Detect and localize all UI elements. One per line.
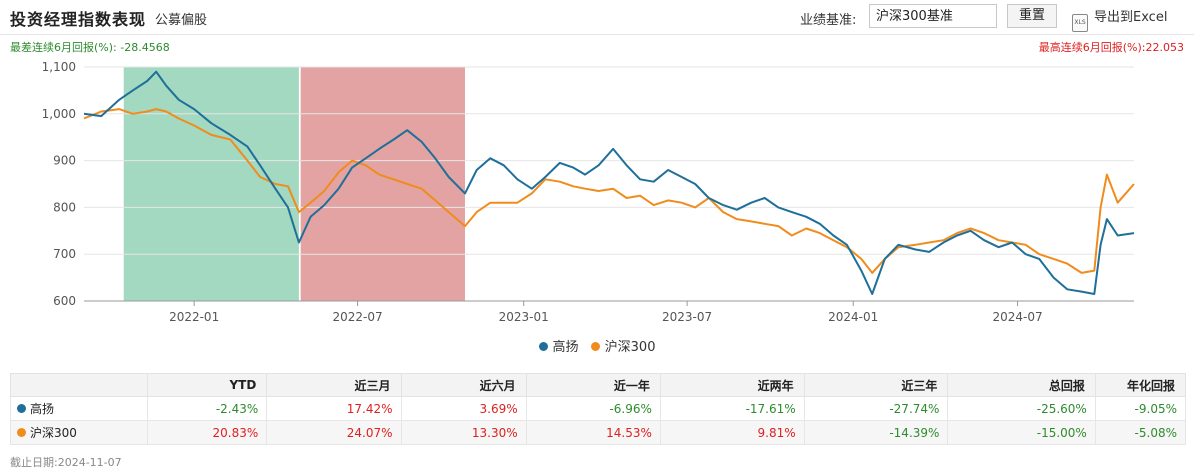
x-tick-label: 2022-01 bbox=[169, 310, 219, 324]
chart-legend: 高扬 沪深300 bbox=[0, 336, 1194, 355]
table-header-row: YTD 近三月 近六月 近一年 近两年 近三年 总回报 年化回报 bbox=[10, 373, 1187, 397]
header-2y: 近两年 bbox=[659, 373, 805, 397]
table-row: 沪深300 20.83% 24.07% 13.30% 14.53% 9.81% -14.39… bbox=[10, 420, 1187, 445]
table-cell: -5.08% bbox=[1094, 420, 1187, 445]
row-name: 高扬 bbox=[10, 396, 148, 421]
table-row: 高扬 -2.43% 17.42% 3.69% -6.96% -17.61% -27.74% -… bbox=[10, 396, 1187, 421]
table-cell: 17.42% bbox=[266, 396, 402, 421]
table-cell: 13.30% bbox=[400, 420, 527, 445]
series-line-benchmark bbox=[83, 108, 1135, 274]
table-cell: -6.96% bbox=[525, 396, 661, 421]
worst-6m-value: -28.4568 bbox=[120, 41, 170, 54]
series-line-manager bbox=[83, 70, 1135, 295]
chart-svg: 600 700 800 900 1,000 1,100 2022-01 2022-07 2023… bbox=[42, 60, 1135, 324]
x-tick-label: 2022-07 bbox=[332, 310, 382, 324]
best-6m-value: 22.053 bbox=[1145, 41, 1185, 54]
worst-6m-label: 最差连续6月回报(%): bbox=[10, 41, 117, 54]
table-cell: -14.39% bbox=[803, 420, 949, 445]
best-6m-label: 最高连续6月回报(%): bbox=[1038, 41, 1146, 54]
performance-table: YTD 近三月 近六月 近一年 近两年 近三年 总回报 年化回报 高扬 -2.43… bbox=[10, 373, 1187, 445]
page-title: 投资经理指数表现 bbox=[10, 10, 147, 29]
best-6m-return: 最高连续6月回报(%):22.053 bbox=[1039, 39, 1184, 55]
legend-item-benchmark[interactable]: 沪深300 bbox=[590, 336, 656, 355]
legend-label-benchmark: 沪深300 bbox=[604, 340, 656, 355]
header-1y: 近一年 bbox=[525, 373, 661, 397]
performance-chart: 600 700 800 900 1,000 1,100 2022-01 2022-07 2023… bbox=[0, 55, 1194, 325]
legend-label-manager: 高扬 bbox=[552, 340, 579, 355]
reset-button[interactable]: 重置 bbox=[1007, 4, 1057, 28]
row-name: 沪深300 bbox=[10, 420, 148, 445]
series-name: 沪深300 bbox=[30, 426, 77, 440]
table-cell: -2.43% bbox=[146, 396, 268, 421]
y-tick-label: 1,100 bbox=[42, 60, 76, 74]
table-cell: -15.00% bbox=[947, 420, 1096, 445]
export-label: 导出到Excel bbox=[1094, 10, 1168, 25]
fund-category: 公募偏股 bbox=[155, 13, 208, 28]
table-cell: 20.83% bbox=[146, 420, 268, 445]
as-of-date-label: 截止日期: bbox=[10, 456, 58, 469]
table-cell: 9.81% bbox=[659, 420, 805, 445]
y-tick-label: 800 bbox=[53, 200, 76, 214]
header-annualized: 年化回报 bbox=[1094, 373, 1187, 397]
table-cell: -9.05% bbox=[1094, 396, 1187, 421]
series-dot bbox=[17, 428, 26, 437]
table-cell: -17.61% bbox=[659, 396, 805, 421]
as-of-date: 截止日期:2024-11-07 bbox=[10, 454, 122, 470]
header-3y: 近三年 bbox=[803, 373, 949, 397]
y-tick-label: 900 bbox=[53, 154, 76, 168]
x-tick-label: 2023-01 bbox=[499, 310, 549, 324]
legend-dot-manager bbox=[538, 342, 548, 351]
header-total: 总回报 bbox=[947, 373, 1096, 397]
y-tick-label: 600 bbox=[53, 294, 76, 308]
benchmark-select[interactable]: 沪深300基准 bbox=[869, 4, 997, 28]
worst-period-band bbox=[123, 67, 299, 301]
y-tick-label: 700 bbox=[53, 247, 76, 261]
export-excel-button[interactable]: XLS 导出到Excel bbox=[1072, 6, 1167, 32]
legend-dot-benchmark bbox=[590, 342, 600, 351]
table-cell: 3.69% bbox=[400, 396, 527, 421]
table-cell: 14.53% bbox=[525, 420, 661, 445]
header-name bbox=[10, 373, 148, 397]
x-tick-label: 2024-01 bbox=[828, 310, 878, 324]
benchmark-label: 业绩基准: bbox=[800, 13, 857, 28]
series-dot bbox=[17, 404, 26, 413]
table-cell: 24.07% bbox=[266, 420, 402, 445]
xls-file-icon: XLS bbox=[1072, 14, 1088, 32]
header-3m: 近三月 bbox=[266, 373, 402, 397]
worst-6m-return: 最差连续6月回报(%): -28.4568 bbox=[10, 39, 170, 55]
legend-item-manager[interactable]: 高扬 bbox=[538, 336, 579, 355]
header-bar: 投资经理指数表现 公募偏股 业绩基准: 沪深300基准 重置 XLS 导出到Exc… bbox=[0, 0, 1194, 35]
series-name: 高扬 bbox=[30, 402, 55, 416]
x-tick-label: 2023-07 bbox=[662, 310, 712, 324]
header-6m: 近六月 bbox=[400, 373, 527, 397]
as-of-date-value: 2024-11-07 bbox=[57, 456, 122, 469]
table-cell: -25.60% bbox=[947, 396, 1096, 421]
y-tick-label: 1,000 bbox=[42, 107, 76, 121]
best-period-band bbox=[300, 67, 465, 301]
header-ytd: YTD bbox=[146, 373, 268, 397]
x-tick-label: 2024-07 bbox=[992, 310, 1042, 324]
table-cell: -27.74% bbox=[803, 396, 949, 421]
